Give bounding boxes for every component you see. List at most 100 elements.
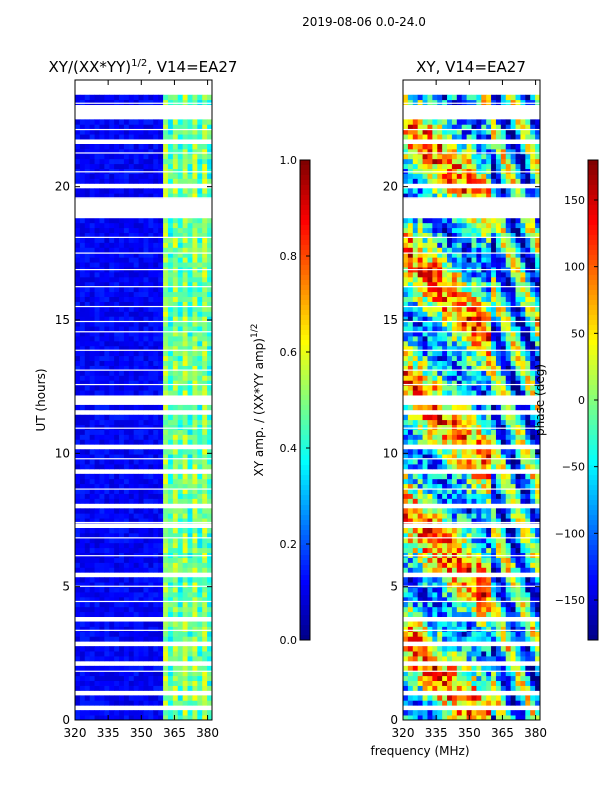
heatmap-cell bbox=[466, 414, 472, 421]
heatmap-cell bbox=[89, 375, 95, 381]
heatmap-cell bbox=[89, 656, 95, 662]
heatmap-cell bbox=[163, 464, 169, 470]
heatmap-cell bbox=[192, 144, 198, 150]
heatmap-cell bbox=[471, 532, 477, 539]
heatmap-cell bbox=[143, 232, 149, 238]
heatmap-cell bbox=[153, 326, 159, 332]
heatmap-cell bbox=[403, 611, 409, 618]
heatmap-cell bbox=[486, 592, 492, 598]
heatmap-cell bbox=[75, 528, 81, 534]
heatmap-cell bbox=[79, 513, 86, 519]
heatmap-cell bbox=[177, 715, 184, 721]
heatmap-cell bbox=[104, 508, 110, 514]
colorbar-segment bbox=[300, 480, 310, 486]
heatmap-cell bbox=[167, 498, 174, 504]
heatmap-cell bbox=[520, 434, 526, 440]
heatmap-cell bbox=[447, 464, 453, 470]
heatmap-cell bbox=[177, 321, 184, 327]
heatmap-cell bbox=[119, 508, 125, 514]
heatmap-cell bbox=[530, 493, 536, 499]
heatmap-cell bbox=[476, 518, 482, 524]
heatmap-cell bbox=[202, 365, 208, 371]
heatmap-cell bbox=[99, 119, 105, 125]
heatmap-cell bbox=[99, 601, 105, 608]
heatmap-cell bbox=[177, 144, 184, 150]
heatmap-cell bbox=[109, 547, 115, 554]
heatmap-cell bbox=[172, 262, 179, 268]
heatmap-cell bbox=[495, 606, 502, 613]
heatmap-cell bbox=[403, 390, 409, 396]
heatmap-cell bbox=[89, 336, 95, 342]
heatmap-cell bbox=[442, 350, 448, 357]
heatmap-cell bbox=[535, 582, 541, 588]
heatmap-cell bbox=[94, 700, 100, 706]
heatmap-cell bbox=[148, 715, 154, 721]
heatmap-cell bbox=[427, 601, 433, 608]
heatmap-cell bbox=[407, 345, 414, 352]
flagged-row bbox=[75, 102, 212, 104]
colorbar-segment bbox=[300, 350, 310, 356]
heatmap-cell bbox=[79, 562, 86, 568]
heatmap-cell bbox=[172, 631, 179, 637]
heatmap-cell bbox=[163, 675, 169, 682]
heatmap-cell bbox=[172, 473, 179, 480]
heatmap-cell bbox=[505, 488, 512, 494]
heatmap-cell bbox=[138, 532, 144, 539]
heatmap-cell bbox=[486, 473, 492, 480]
heatmap-cell bbox=[447, 488, 453, 494]
heatmap-cell bbox=[177, 606, 184, 613]
heatmap-cell bbox=[89, 577, 95, 583]
heatmap-cell bbox=[491, 424, 497, 430]
heatmap-cell bbox=[510, 710, 516, 716]
heatmap-cell bbox=[442, 513, 448, 519]
heatmap-cell bbox=[138, 390, 144, 396]
heatmap-cell bbox=[167, 464, 174, 470]
heatmap-cell bbox=[109, 129, 115, 135]
heatmap-cell bbox=[104, 685, 110, 691]
heatmap-cell bbox=[187, 675, 193, 682]
heatmap-cell bbox=[207, 621, 213, 627]
heatmap-cell bbox=[456, 621, 463, 627]
heatmap-cell bbox=[128, 483, 135, 490]
heatmap-cell bbox=[510, 562, 516, 568]
heatmap-cell bbox=[123, 148, 130, 155]
heatmap-cell bbox=[476, 606, 482, 613]
heatmap-cell bbox=[427, 404, 433, 411]
heatmap-cell bbox=[456, 557, 463, 563]
heatmap-cell bbox=[114, 429, 120, 435]
heatmap-cell bbox=[466, 350, 472, 357]
heatmap-cell bbox=[442, 493, 448, 499]
heatmap-cell bbox=[486, 508, 492, 514]
heatmap-cell bbox=[505, 478, 512, 485]
heatmap-cell bbox=[427, 695, 433, 701]
heatmap-cell bbox=[177, 227, 184, 234]
heatmap-cell bbox=[89, 257, 95, 263]
heatmap-cell bbox=[99, 99, 105, 106]
heatmap-cell bbox=[437, 582, 443, 588]
heatmap-cell bbox=[510, 626, 516, 632]
heatmap-cell bbox=[476, 449, 482, 455]
heatmap-cell bbox=[104, 163, 110, 170]
heatmap-cell bbox=[510, 646, 516, 652]
heatmap-cell bbox=[466, 557, 472, 563]
heatmap-cell bbox=[407, 651, 414, 657]
heatmap-cell bbox=[207, 257, 213, 263]
heatmap-cell bbox=[486, 542, 492, 549]
colorbar-segment bbox=[300, 335, 310, 341]
heatmap-cell bbox=[167, 577, 174, 583]
heatmap-cell bbox=[133, 646, 139, 652]
heatmap-cell bbox=[104, 365, 110, 371]
heatmap-cell bbox=[187, 695, 193, 701]
heatmap-cell bbox=[530, 557, 536, 563]
heatmap-cell bbox=[75, 700, 81, 706]
heatmap-cell bbox=[407, 680, 414, 686]
heatmap-cell bbox=[481, 656, 487, 662]
heatmap-cell bbox=[153, 611, 159, 618]
heatmap-cell bbox=[94, 621, 100, 627]
heatmap-cell bbox=[202, 252, 208, 258]
heatmap-cell bbox=[143, 685, 149, 691]
heatmap-cell bbox=[148, 144, 154, 150]
heatmap-cell bbox=[505, 449, 512, 455]
heatmap-cell bbox=[447, 542, 453, 549]
heatmap-cell bbox=[451, 365, 458, 371]
